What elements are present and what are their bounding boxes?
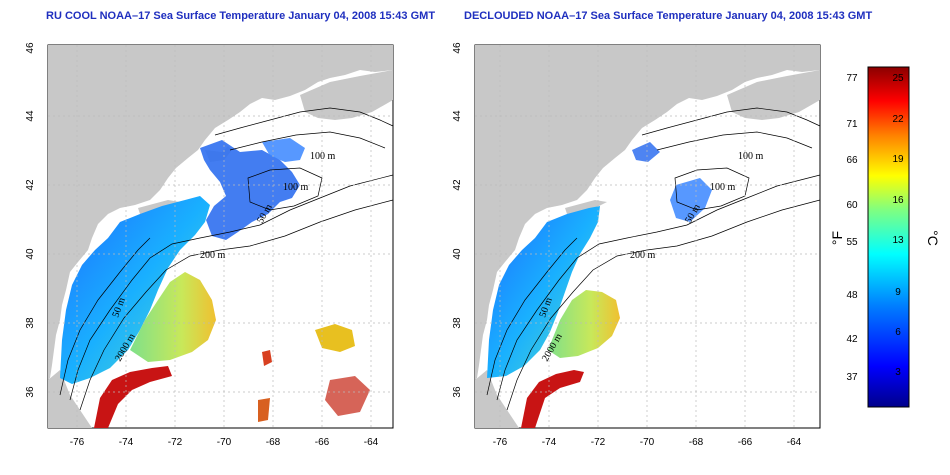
lat-tick-label: 44 (25, 110, 36, 122)
fahrenheit-ticks: 77 71 66 60 55 48 42 37 (846, 73, 858, 383)
left-long-island (138, 200, 180, 214)
right-contour-label: 200 m (630, 250, 656, 261)
lat-tick-label: 38 (452, 317, 463, 329)
right-nova-scotia (727, 70, 820, 120)
lon-tick-label: -70 (217, 437, 232, 448)
fahrenheit-unit-label: °F (829, 231, 845, 245)
celsius-ticks: 25 22 19 16 13 9 6 3 (892, 73, 904, 378)
left-warm-eddy-1 (315, 324, 355, 352)
left-map-title: RU COOL NOAA–17 Sea Surface Temperature … (46, 10, 436, 22)
lat-tick-label: 38 (25, 317, 36, 329)
celsius-tick: 19 (892, 154, 904, 165)
lon-tick-label: -68 (689, 437, 704, 448)
right-gulf-of-maine-cold (632, 142, 660, 162)
fahrenheit-tick: 66 (846, 155, 858, 166)
left-shelf-cold-water (60, 196, 210, 384)
fahrenheit-tick: 55 (846, 237, 858, 248)
left-gulf-stream (94, 366, 172, 428)
left-warm-eddy-2 (262, 350, 272, 366)
celsius-tick: 25 (892, 73, 904, 84)
right-long-island (565, 200, 607, 214)
colorbar-gradient (867, 66, 910, 408)
color-scale-bar: 77 71 66 60 55 48 42 37 25 22 19 16 13 9… (829, 66, 941, 408)
left-grid (48, 45, 393, 428)
lat-tick-label: 40 (452, 248, 463, 260)
fahrenheit-tick: 71 (846, 119, 858, 130)
celsius-tick: 13 (892, 235, 904, 246)
right-shelf-cold-water (487, 206, 600, 378)
lon-tick-label: -66 (315, 437, 330, 448)
right-map-title: DECLOUDED NOAA–17 Sea Surface Temperatur… (464, 10, 873, 22)
fahrenheit-tick: 37 (846, 372, 858, 383)
celsius-tick: 3 (895, 367, 901, 378)
lon-tick-label: -64 (364, 437, 379, 448)
celsius-tick: 22 (892, 114, 904, 125)
right-land-mass (475, 45, 820, 380)
lat-tick-label: 46 (25, 42, 36, 54)
left-map-panel: 100 m 100 m 50 m 200 m 50 m 2000 m -76 -… (25, 42, 394, 448)
lat-tick-label: 42 (452, 179, 463, 191)
lat-tick-label: 36 (25, 386, 36, 398)
right-contour-label: 100 m (738, 151, 764, 162)
right-georges-bank-cold (670, 178, 712, 222)
right-lat-axis: 36 38 40 42 44 46 (452, 42, 463, 398)
celsius-tick: 9 (895, 287, 901, 298)
lon-tick-label: -72 (591, 437, 606, 448)
left-warm-eddy-4 (258, 398, 270, 422)
left-lat-axis: 36 38 40 42 44 46 (25, 42, 36, 398)
left-slope-water (130, 272, 216, 362)
right-lon-axis: -76 -74 -72 -70 -68 -66 -64 (493, 437, 802, 448)
lat-tick-label: 36 (452, 386, 463, 398)
right-gulf-stream (521, 370, 584, 428)
left-gulf-of-maine-cold (200, 140, 300, 240)
celsius-tick: 6 (895, 327, 901, 338)
lat-tick-label: 40 (25, 248, 36, 260)
right-contour-label: 100 m (710, 182, 736, 193)
lon-tick-label: -66 (738, 437, 753, 448)
lon-tick-label: -64 (787, 437, 802, 448)
left-contour-label: 100 m (283, 182, 309, 193)
left-warm-eddy-3 (325, 376, 370, 416)
celsius-tick: 16 (892, 195, 904, 206)
left-bathymetry-contours (59, 107, 394, 411)
fahrenheit-tick: 77 (846, 73, 858, 84)
fahrenheit-tick: 60 (846, 200, 858, 211)
lon-tick-label: -68 (266, 437, 281, 448)
left-land-mass (48, 45, 393, 380)
right-slope-water (548, 290, 620, 358)
right-grid (475, 45, 820, 428)
left-contour-label: 100 m (310, 151, 336, 162)
right-map-panel: 100 m 100 m 50 m 200 m 50 m 2000 m -76 -… (452, 42, 821, 448)
right-bathymetry-contours (486, 107, 821, 411)
lat-tick-label: 46 (452, 42, 463, 54)
lon-tick-label: -76 (493, 437, 508, 448)
fahrenheit-tick: 42 (846, 334, 858, 345)
fahrenheit-tick: 48 (846, 290, 858, 301)
lat-tick-label: 44 (452, 110, 463, 122)
lon-tick-label: -74 (542, 437, 557, 448)
left-contour-label: 200 m (200, 250, 226, 261)
celsius-unit-label: °C (925, 230, 941, 246)
lat-tick-label: 42 (25, 179, 36, 191)
lon-tick-label: -70 (640, 437, 655, 448)
lon-tick-label: -76 (70, 437, 85, 448)
lon-tick-label: -72 (168, 437, 183, 448)
left-lon-axis: -76 -74 -72 -70 -68 -66 -64 (70, 437, 379, 448)
left-nova-scotia (300, 70, 393, 120)
lon-tick-label: -74 (119, 437, 134, 448)
